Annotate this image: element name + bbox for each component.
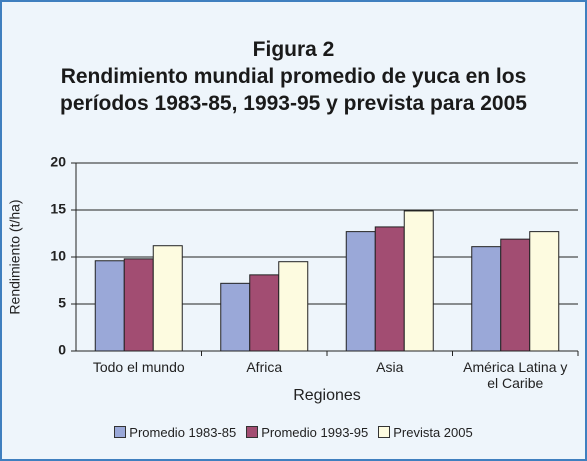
- x-tick-label: Asia: [376, 359, 404, 375]
- bar: [500, 238, 531, 352]
- y-axis-title: Rendimiento (t/ha): [7, 199, 23, 314]
- bar: [152, 245, 183, 352]
- x-tick-label: América Latina y el Caribe: [463, 359, 568, 391]
- bar: [123, 258, 154, 352]
- x-tick-label: Africa: [246, 359, 283, 375]
- legend-item: Prevista 2005: [378, 425, 473, 440]
- y-tick-label: 20: [50, 154, 66, 170]
- y-tick-label: 10: [50, 248, 66, 264]
- chart-title: Figura 2: [252, 38, 335, 61]
- y-tick-label: 5: [58, 295, 66, 311]
- bar: [345, 231, 376, 352]
- x-axis-title: Regiones: [293, 387, 361, 404]
- bar: [529, 231, 560, 352]
- bar: [403, 210, 434, 352]
- legend-swatch: [378, 426, 391, 438]
- bar: [278, 261, 309, 352]
- legend-item: Promedio 1983-85: [114, 425, 236, 440]
- bar: [94, 260, 125, 352]
- chart-subtitle: Rendimiento mundial promedio de yuca en …: [60, 65, 527, 115]
- legend-label: Promedio 1993-95: [261, 425, 369, 440]
- bar: [374, 226, 405, 352]
- legend-label: Promedio 1983-85: [129, 425, 237, 440]
- legend-label: Prevista 2005: [393, 425, 473, 440]
- bar: [471, 246, 502, 352]
- y-tick-label: 15: [50, 201, 66, 217]
- bar: [220, 282, 251, 352]
- legend-swatch: [246, 426, 259, 438]
- legend: Promedio 1983-85 Promedio 1993-95 Prevista…: [0, 425, 587, 440]
- legend-item: Promedio 1993-95: [246, 425, 368, 440]
- y-tick-label: 0: [58, 342, 66, 358]
- x-tick-label: Todo el mundo: [92, 359, 185, 375]
- bar: [249, 274, 280, 352]
- legend-swatch: [114, 426, 127, 438]
